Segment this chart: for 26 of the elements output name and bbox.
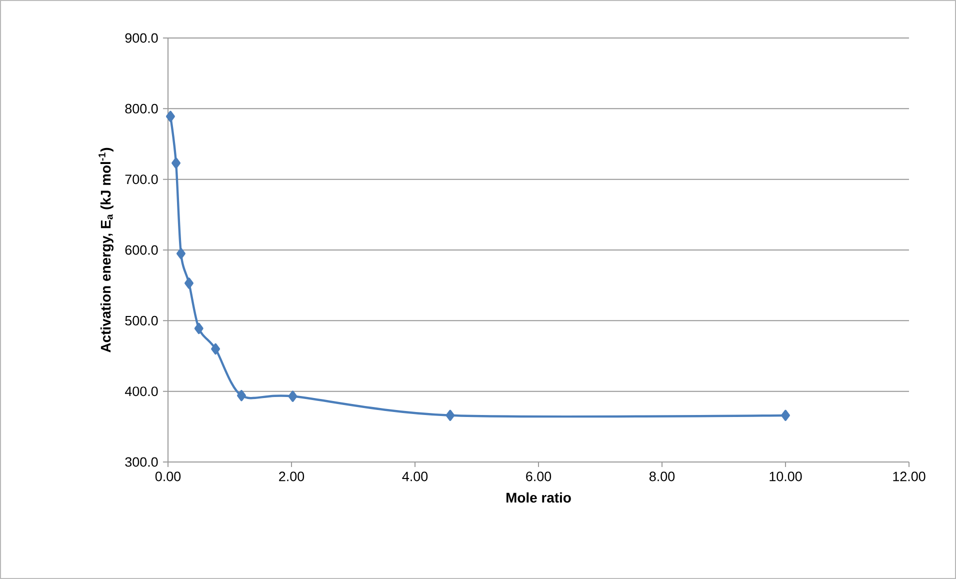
- point: [194, 322, 204, 334]
- y-tick-label: 900.0: [125, 33, 158, 43]
- x-tick-label: 12.00: [893, 472, 926, 482]
- x-tick-label: 4.00: [402, 472, 428, 482]
- x-tick-label: 10.00: [770, 472, 802, 482]
- x-tick-label: 6.00: [526, 472, 552, 482]
- y-tick-label: 700.0: [125, 174, 158, 184]
- x-tick-label: 8.00: [649, 472, 675, 482]
- point: [288, 390, 298, 402]
- y-tick-label: 800.0: [125, 104, 158, 114]
- y-axis-title: Activation energy, E$_{a}$ (kJ mol$^{-1}$): [98, 148, 114, 352]
- x-axis-title: Mole ratio: [506, 492, 571, 503]
- point: [172, 157, 180, 169]
- point: [781, 410, 790, 421]
- y-tick-label: 600.0: [125, 245, 158, 255]
- x-tick-label: 2.00: [279, 472, 304, 482]
- point: [446, 410, 455, 421]
- point: [176, 248, 186, 260]
- point: [211, 343, 220, 355]
- point: [237, 390, 246, 402]
- y-tick-label: 500.0: [125, 316, 158, 326]
- point: [184, 278, 194, 289]
- x-tick-label: 0.00: [155, 472, 181, 482]
- point: [166, 110, 175, 122]
- y-tick-label: 400.0: [124, 386, 158, 396]
- y-tick-label: 300.0: [125, 457, 158, 467]
